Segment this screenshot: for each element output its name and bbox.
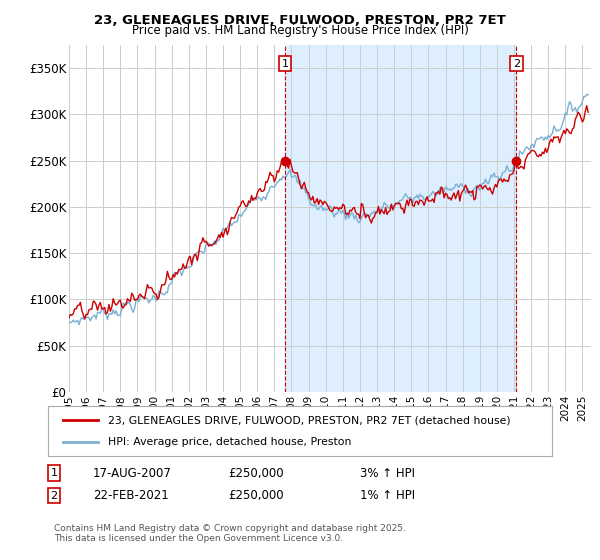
Text: 2: 2 [512,59,520,69]
Text: 2: 2 [50,491,58,501]
Text: Price paid vs. HM Land Registry's House Price Index (HPI): Price paid vs. HM Land Registry's House … [131,24,469,36]
Text: 1: 1 [50,468,58,478]
Bar [285,45,516,392]
Text: 1% ↑ HPI: 1% ↑ HPI [360,489,415,502]
Text: 22-FEB-2021: 22-FEB-2021 [93,489,169,502]
Text: £250,000: £250,000 [228,466,284,480]
Text: HPI: Average price, detached house, Preston: HPI: Average price, detached house, Pres… [109,437,352,447]
Text: 17-AUG-2007: 17-AUG-2007 [93,466,172,480]
Text: 1: 1 [281,59,289,69]
Text: £250,000: £250,000 [228,489,284,502]
Text: 23, GLENEAGLES DRIVE, FULWOOD, PRESTON, PR2 7ET: 23, GLENEAGLES DRIVE, FULWOOD, PRESTON, … [94,14,506,27]
Text: 23, GLENEAGLES DRIVE, FULWOOD, PRESTON, PR2 7ET (detached house): 23, GLENEAGLES DRIVE, FULWOOD, PRESTON, … [109,415,511,425]
Text: Contains HM Land Registry data © Crown copyright and database right 2025.
This d: Contains HM Land Registry data © Crown c… [54,524,406,543]
Text: 3% ↑ HPI: 3% ↑ HPI [360,466,415,480]
